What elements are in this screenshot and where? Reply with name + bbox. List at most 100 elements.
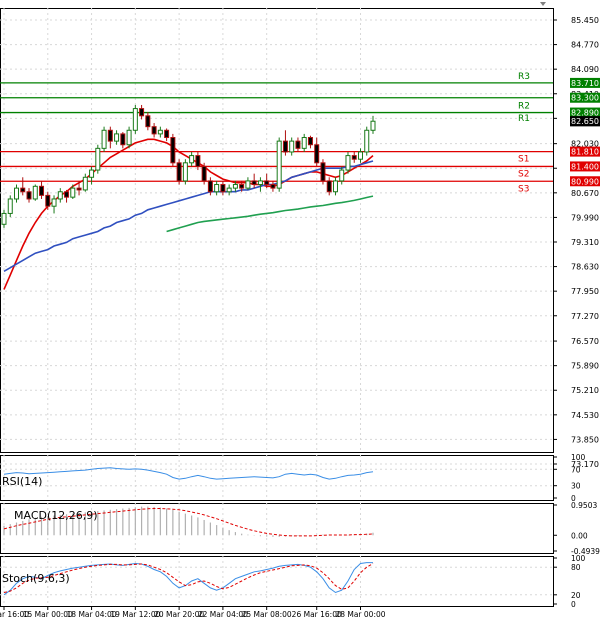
candle-body <box>32 185 38 200</box>
price-tick-label: 82.030 <box>571 140 599 149</box>
candle-body <box>289 140 295 153</box>
stoch-tick-label: 100 <box>571 554 586 563</box>
scroll-marker-icon <box>540 2 546 6</box>
candle-body <box>351 155 357 160</box>
candle-body <box>201 165 207 182</box>
candle-body <box>357 151 363 160</box>
macd-panel: MACD(12,26,9) <box>3 506 374 537</box>
candle-body <box>26 191 32 200</box>
candle-body <box>82 176 88 191</box>
candle-body <box>320 162 326 182</box>
candle-body <box>182 162 188 182</box>
macd-tick-label: 0.9503 <box>571 501 597 510</box>
price-border <box>0 8 554 453</box>
price-tick-label: 79.990 <box>571 213 599 222</box>
candle-body <box>189 155 195 164</box>
rsi-panel: RSI(14) <box>0 467 553 488</box>
price-tick-label: 84.770 <box>571 41 599 50</box>
level-price-label: 83.710 <box>571 79 599 88</box>
price-tick-label: 85.450 <box>571 16 599 25</box>
price-tick-label: 84.090 <box>571 65 599 74</box>
candle-body <box>214 184 220 193</box>
candle-body <box>370 120 376 131</box>
macd-title: MACD(12,26,9) <box>14 509 98 522</box>
level-price-box <box>570 176 600 187</box>
candle-body <box>20 187 26 193</box>
candle-body <box>89 169 95 178</box>
candle-body <box>76 187 82 191</box>
level-price-label: 81.400 <box>571 162 599 171</box>
stoch-title: Stoch(9,6,3) <box>2 572 70 585</box>
ma-line-ema-slow <box>166 195 374 233</box>
price-tick-label: 78.630 <box>571 263 599 272</box>
candle-body <box>301 137 307 149</box>
price-tick-label: 79.310 <box>571 238 599 247</box>
candle-body <box>164 129 170 139</box>
candle-body <box>282 140 288 153</box>
rsi-line <box>3 467 374 480</box>
ma-line-ema-mid <box>3 160 374 272</box>
stoch-tick-label: 0 <box>571 600 576 609</box>
time-tick-label: 14 Mar 16:00 <box>0 610 29 619</box>
candle-body <box>107 129 113 142</box>
stoch-tick-label: 20 <box>571 591 581 600</box>
candle-body <box>157 129 163 135</box>
stoch-border <box>0 556 554 607</box>
candle-body <box>151 126 157 135</box>
level-name-s1: S1 <box>518 155 529 165</box>
current-price-label: 82.650 <box>571 117 599 126</box>
level-price-box <box>570 146 600 157</box>
price-tick-label: 77.270 <box>571 312 599 321</box>
candle-body <box>264 180 270 186</box>
level-price-label: 80.990 <box>571 177 599 186</box>
candle-body <box>114 133 120 142</box>
candle-body <box>232 184 238 189</box>
time-tick-label: 18 Mar 04:00 <box>67 610 117 619</box>
candle-body <box>7 198 13 214</box>
candle-body <box>245 180 251 189</box>
candle-body <box>1 212 7 225</box>
candle-body <box>332 180 338 193</box>
stoch-k-line <box>3 562 373 596</box>
macd-border <box>0 503 554 554</box>
price-panel: R3 R2 R1 S1 S2 S3 <box>0 72 553 290</box>
level-price-box <box>570 92 600 103</box>
level-name-r3: R3 <box>518 72 530 82</box>
level-price-label: 81.810 <box>571 148 599 157</box>
candle-body <box>314 144 320 164</box>
candle-body <box>307 137 313 146</box>
rsi-tick-label: 0 <box>571 494 576 503</box>
candle-body <box>126 129 132 146</box>
candle-body <box>170 137 176 164</box>
level-price-box <box>570 107 600 118</box>
price-tick-label: 73.850 <box>571 435 599 444</box>
price-tick-label: 75.210 <box>571 386 599 395</box>
level-price-box <box>570 77 600 88</box>
time-tick-label: 22 Mar 04:00 <box>198 610 248 619</box>
candle-body <box>45 194 51 207</box>
rsi-border <box>0 455 554 501</box>
candle-body <box>195 155 201 167</box>
time-tick-label: 15 Mar 00:00 <box>23 610 73 619</box>
stoch-d-line <box>3 563 374 593</box>
candle-body <box>251 180 257 186</box>
price-tick-label: 77.950 <box>571 287 599 296</box>
level-price-label: 82.890 <box>571 109 599 118</box>
candle-body <box>64 191 70 198</box>
candle-body <box>364 129 370 153</box>
candle-body <box>101 129 107 149</box>
price-tick-label: 80.670 <box>571 189 599 198</box>
macd-tick-label: 0.00 <box>571 531 588 540</box>
candle-body <box>139 108 145 117</box>
candle-body <box>339 169 345 182</box>
level-name-r2: R2 <box>518 102 530 112</box>
time-tick-label: 28 Mar 00:00 <box>335 610 385 619</box>
price-tick-label: 74.530 <box>571 411 599 420</box>
candle-body <box>145 115 151 128</box>
candle-body <box>239 184 245 189</box>
stoch-tick-label: 80 <box>571 563 581 572</box>
candle-body <box>270 184 276 189</box>
price-tick-label: 76.570 <box>571 337 599 346</box>
